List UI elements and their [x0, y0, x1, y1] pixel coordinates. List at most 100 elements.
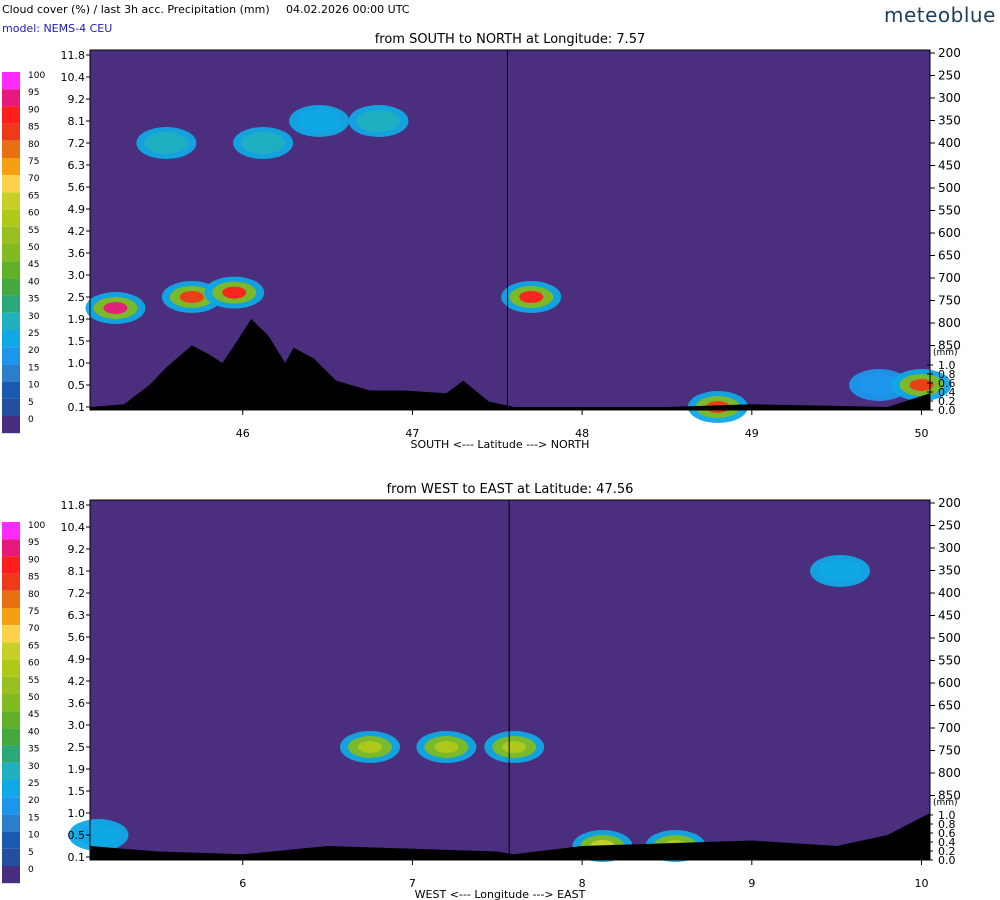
y-tick-label: 6.3: [68, 609, 86, 622]
y-tick-label: 1.0: [68, 807, 86, 820]
legend-swatch: [2, 192, 20, 210]
legend-swatch: [2, 711, 20, 729]
legend-tick-label: 30: [28, 762, 40, 772]
legend-swatch: [2, 106, 20, 124]
cloud-blob: [867, 379, 892, 391]
cloud-blob: [154, 137, 179, 149]
legend-tick-label: 0: [28, 415, 34, 425]
pressure-tick-label: 200: [938, 46, 961, 60]
legend-swatch: [2, 522, 20, 540]
legend-tick-label: 45: [28, 710, 39, 720]
pressure-tick-label: 400: [938, 586, 961, 600]
legend-tick-label: 50: [28, 243, 40, 253]
legend-swatch: [2, 694, 20, 712]
y-tick-label: 3.0: [68, 719, 86, 732]
legend-tick-label: 55: [28, 226, 39, 236]
y-tick-label: 8.1: [68, 115, 86, 128]
legend-swatch: [2, 780, 20, 798]
precip-tick-label: 0.0: [938, 854, 956, 867]
terrain-silhouette: [90, 813, 930, 860]
y-tick-label: 10.4: [61, 521, 86, 534]
legend-tick-label: 15: [28, 363, 39, 373]
legend-swatch: [2, 831, 20, 849]
pressure-tick-label: 750: [938, 744, 961, 758]
legend-tick-label: 0: [28, 865, 34, 875]
south-north-cross-section: from SOUTH to NORTH at Longitude: 7.57 11…: [2, 32, 961, 451]
legend-tick-label: 50: [28, 693, 40, 703]
precip-unit-label: (mm): [933, 798, 958, 808]
pressure-tick-label: 650: [938, 699, 961, 713]
precip-tick-label: 0.2: [938, 845, 956, 858]
legend-tick-label: 75: [28, 607, 39, 617]
pressure-tick-label: 550: [938, 204, 961, 218]
legend-tick-label: 95: [28, 88, 39, 98]
pressure-tick-label: 450: [938, 609, 961, 623]
x-tick-label: 9: [748, 877, 755, 890]
legend-swatch: [2, 848, 20, 866]
valid-datetime: 04.02.2026 00:00 UTC: [286, 3, 410, 16]
legend-swatch: [2, 659, 20, 677]
y-tick-label: 5.6: [68, 631, 86, 644]
pressure-tick-label: 800: [938, 316, 961, 330]
legend-swatch: [2, 330, 20, 348]
legend-swatch: [2, 158, 20, 176]
legend-tick-label: 35: [28, 295, 39, 305]
pressure-tick-label: 850: [938, 789, 961, 803]
legend-swatch: [2, 72, 20, 90]
legend-swatch: [2, 175, 20, 193]
precip-tick-label: 0.4: [938, 386, 956, 399]
x-axis-label: WEST <--- Longitude ---> EAST: [415, 888, 586, 900]
legend-tick-label: 10: [28, 381, 40, 391]
legend-tick-label: 60: [28, 659, 40, 669]
legend-tick-label: 15: [28, 813, 39, 823]
legend-swatch: [2, 123, 20, 141]
x-tick-label: 48: [575, 427, 589, 440]
x-tick-label: 10: [915, 877, 929, 890]
precip-tick-label: 1.0: [938, 809, 956, 822]
pressure-tick-label: 600: [938, 226, 961, 240]
terrain-silhouette: [90, 319, 930, 410]
legend-swatch: [2, 226, 20, 244]
y-tick-label: 3.0: [68, 269, 86, 282]
panel-title: from WEST to EAST at Latitude: 47.56: [387, 482, 634, 497]
legend-swatch: [2, 140, 20, 158]
y-tick-label: 3.6: [68, 697, 86, 710]
pressure-tick-label: 750: [938, 294, 961, 308]
pressure-tick-label: 200: [938, 496, 961, 510]
legend-swatch: [2, 398, 20, 416]
legend-tick-label: 80: [28, 140, 40, 150]
legend-tick-label: 95: [28, 538, 39, 548]
cloud-blob: [86, 829, 111, 841]
precip-tick-label: 0.2: [938, 395, 956, 408]
x-tick-label: 47: [405, 427, 419, 440]
y-tick-label: 9.2: [68, 543, 86, 556]
legend-tick-label: 30: [28, 312, 40, 322]
legend-tick-label: 65: [28, 191, 39, 201]
pressure-tick-label: 500: [938, 181, 961, 195]
legend-tick-label: 25: [28, 779, 39, 789]
pressure-tick-label: 300: [938, 91, 961, 105]
chart-title: Cloud cover (%) / last 3h acc. Precipita…: [2, 3, 270, 16]
legend-tick-label: 20: [28, 796, 40, 806]
legend-swatch: [2, 814, 20, 832]
pressure-tick-label: 350: [938, 564, 961, 578]
legend-tick-label: 90: [28, 555, 40, 565]
y-tick-label: 0.1: [68, 851, 86, 864]
precip-tick-label: 1.0: [938, 359, 956, 372]
x-tick-label: 6: [239, 877, 246, 890]
legend-swatch: [2, 797, 20, 815]
pressure-tick-label: 700: [938, 271, 961, 285]
legend-swatch: [2, 381, 20, 399]
cloud-blob: [366, 115, 391, 127]
plot-background: [90, 500, 930, 860]
y-tick-label: 4.2: [68, 675, 86, 688]
cloud-blob: [307, 115, 332, 127]
x-tick-label: 49: [745, 427, 759, 440]
cloud-blob: [502, 741, 527, 753]
legend-tick-label: 65: [28, 641, 39, 651]
y-tick-label: 4.2: [68, 225, 86, 238]
legend-tick-label: 70: [28, 174, 40, 184]
cloud-blob: [103, 302, 128, 314]
pressure-tick-label: 250: [938, 69, 961, 83]
precip-tick-label: 0.6: [938, 827, 956, 840]
